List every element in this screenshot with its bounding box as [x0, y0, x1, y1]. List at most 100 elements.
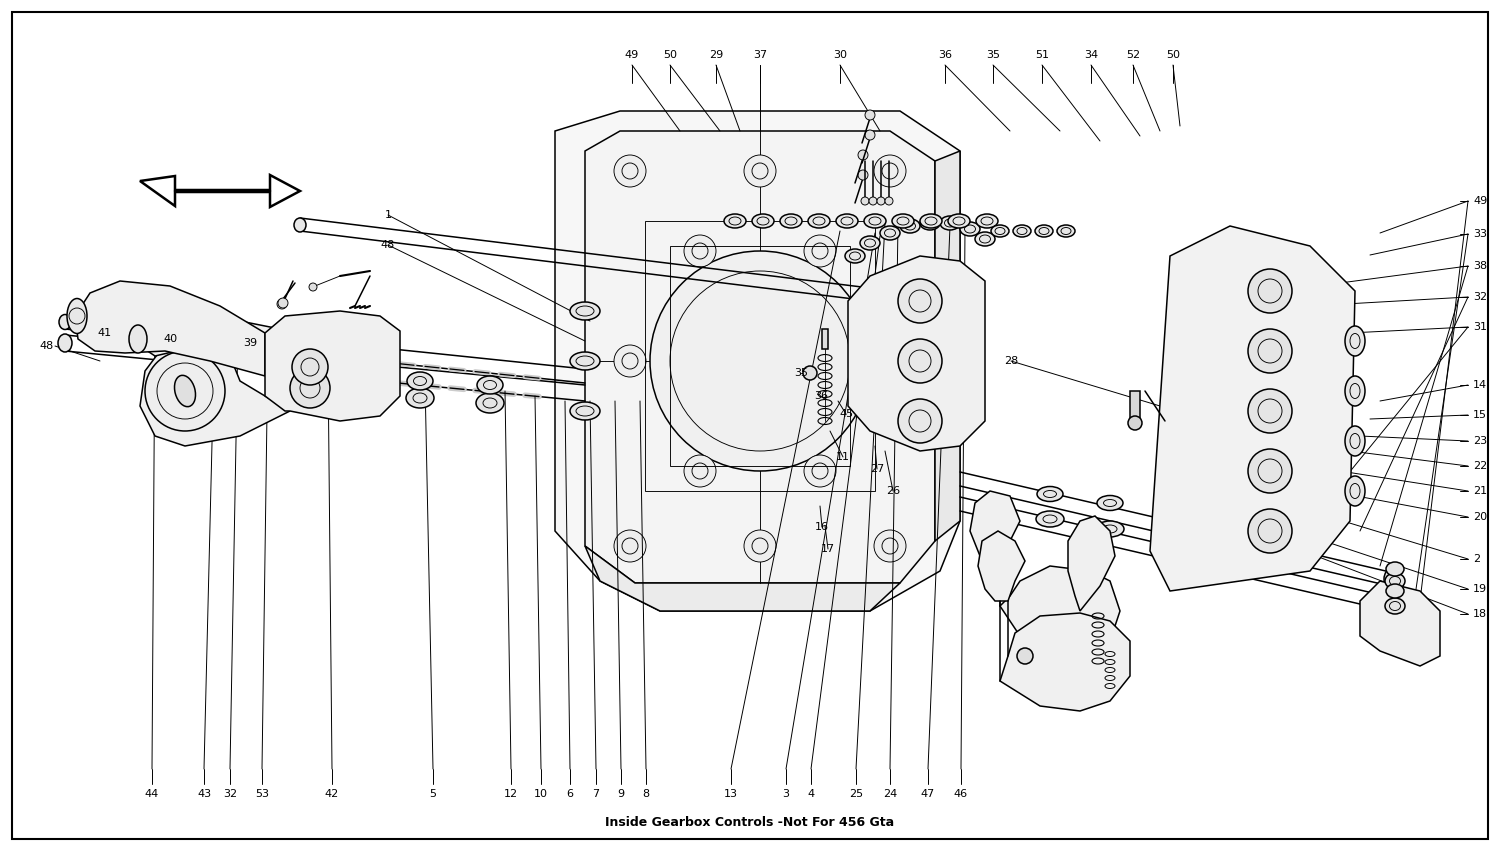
- Circle shape: [874, 345, 906, 377]
- Circle shape: [1248, 449, 1292, 493]
- Ellipse shape: [1386, 562, 1404, 576]
- Ellipse shape: [1287, 523, 1312, 539]
- Text: 31: 31: [1473, 322, 1486, 332]
- Text: 37: 37: [753, 50, 766, 60]
- Ellipse shape: [406, 372, 433, 390]
- Text: 6: 6: [567, 789, 573, 799]
- Circle shape: [858, 170, 868, 180]
- Ellipse shape: [920, 216, 940, 230]
- Polygon shape: [555, 111, 960, 611]
- Text: 21: 21: [1473, 486, 1486, 496]
- Text: 3: 3: [783, 789, 789, 799]
- Text: 32: 32: [1473, 292, 1486, 302]
- Polygon shape: [970, 491, 1020, 566]
- Circle shape: [290, 368, 330, 408]
- Ellipse shape: [570, 402, 600, 420]
- Ellipse shape: [1346, 426, 1365, 456]
- Ellipse shape: [1036, 511, 1064, 527]
- Text: 15: 15: [1473, 410, 1486, 420]
- Text: 28: 28: [1004, 356, 1019, 366]
- Circle shape: [650, 251, 870, 471]
- Circle shape: [614, 530, 646, 562]
- Circle shape: [146, 351, 225, 431]
- Text: 45: 45: [839, 409, 854, 419]
- Ellipse shape: [1384, 598, 1406, 614]
- Circle shape: [684, 455, 716, 487]
- Ellipse shape: [780, 214, 802, 228]
- Circle shape: [614, 155, 646, 187]
- Circle shape: [1248, 329, 1292, 373]
- Circle shape: [868, 197, 877, 205]
- Ellipse shape: [477, 376, 502, 394]
- Text: 9: 9: [618, 789, 624, 799]
- Circle shape: [802, 366, 818, 380]
- Circle shape: [861, 197, 868, 205]
- Polygon shape: [978, 531, 1024, 601]
- Polygon shape: [75, 281, 266, 376]
- Polygon shape: [140, 311, 290, 356]
- Text: 16: 16: [815, 522, 830, 532]
- Text: 46: 46: [954, 789, 968, 799]
- Text: 48: 48: [40, 341, 54, 351]
- Text: 49: 49: [1473, 196, 1486, 206]
- Ellipse shape: [836, 214, 858, 228]
- Ellipse shape: [1384, 573, 1406, 589]
- Text: 42: 42: [326, 789, 339, 799]
- Ellipse shape: [844, 249, 865, 263]
- Text: 49: 49: [626, 50, 639, 60]
- Text: 52: 52: [1126, 50, 1140, 60]
- Ellipse shape: [864, 214, 886, 228]
- Ellipse shape: [1058, 225, 1076, 237]
- Text: 39: 39: [243, 338, 256, 348]
- Polygon shape: [847, 256, 986, 451]
- Circle shape: [309, 283, 316, 291]
- Text: 51: 51: [1035, 50, 1048, 60]
- Ellipse shape: [570, 302, 600, 320]
- Ellipse shape: [1346, 476, 1365, 506]
- Circle shape: [874, 530, 906, 562]
- Text: 18: 18: [1473, 609, 1486, 619]
- Ellipse shape: [880, 226, 900, 240]
- Circle shape: [1017, 648, 1034, 664]
- Circle shape: [885, 197, 892, 205]
- Text: 25: 25: [849, 789, 862, 799]
- Ellipse shape: [920, 214, 942, 228]
- Ellipse shape: [1036, 487, 1064, 501]
- Ellipse shape: [948, 214, 970, 228]
- Text: 1: 1: [384, 210, 392, 220]
- Polygon shape: [1360, 581, 1440, 666]
- Circle shape: [684, 235, 716, 267]
- Polygon shape: [1150, 226, 1354, 591]
- Ellipse shape: [724, 214, 746, 228]
- Ellipse shape: [58, 315, 70, 329]
- Ellipse shape: [1013, 225, 1031, 237]
- Text: 11: 11: [836, 452, 850, 462]
- Ellipse shape: [294, 218, 306, 232]
- Circle shape: [898, 339, 942, 383]
- Text: 34: 34: [1084, 50, 1098, 60]
- Circle shape: [804, 235, 836, 267]
- Circle shape: [878, 197, 885, 205]
- Text: 22: 22: [1473, 461, 1486, 471]
- Polygon shape: [140, 175, 300, 207]
- Circle shape: [1248, 509, 1292, 553]
- Polygon shape: [934, 151, 960, 541]
- Text: 26: 26: [886, 486, 900, 496]
- Circle shape: [744, 530, 776, 562]
- Ellipse shape: [68, 299, 87, 334]
- Text: 44: 44: [146, 789, 159, 799]
- Ellipse shape: [1186, 531, 1214, 547]
- Ellipse shape: [476, 393, 504, 413]
- Polygon shape: [585, 546, 900, 611]
- Text: 48: 48: [381, 240, 394, 250]
- Text: 43: 43: [196, 789, 211, 799]
- Ellipse shape: [1096, 521, 1124, 537]
- Polygon shape: [140, 341, 290, 446]
- Circle shape: [1248, 269, 1292, 313]
- Text: 23: 23: [1473, 436, 1486, 446]
- Circle shape: [804, 455, 836, 487]
- Text: 50: 50: [1166, 50, 1180, 60]
- Ellipse shape: [570, 352, 600, 370]
- Text: 4: 4: [807, 789, 814, 799]
- Text: 12: 12: [504, 789, 518, 799]
